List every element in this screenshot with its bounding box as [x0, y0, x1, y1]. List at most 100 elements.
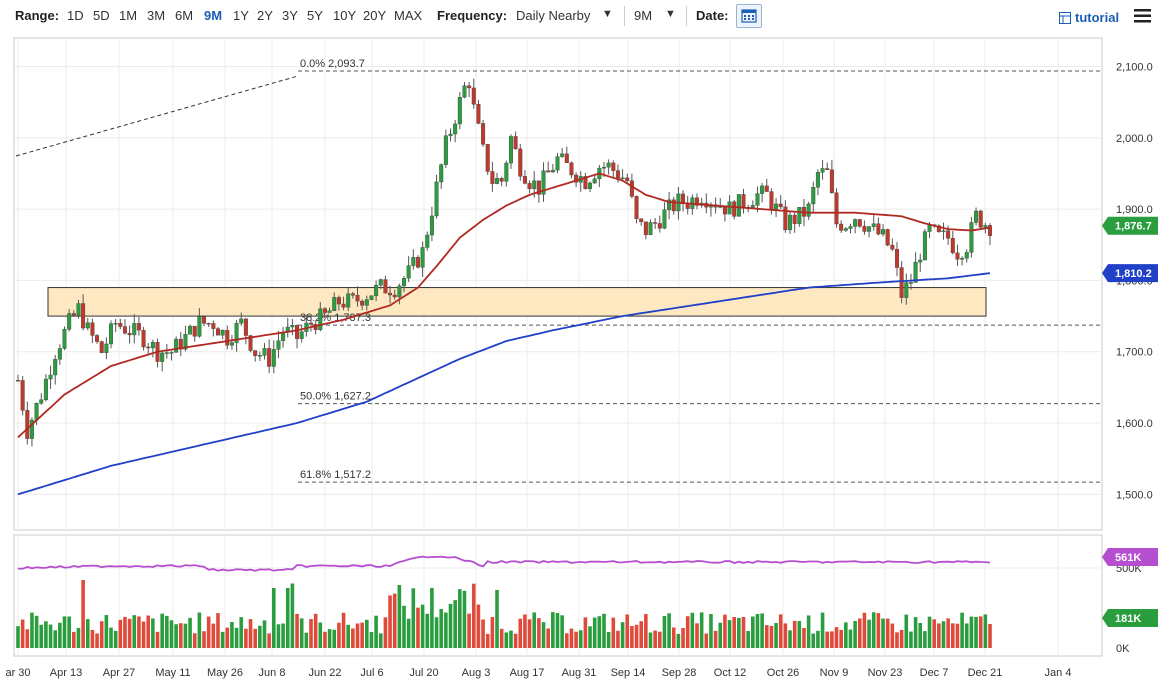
- menu-icon[interactable]: [1134, 8, 1152, 24]
- candle: [378, 279, 383, 286]
- range-button-6m[interactable]: 6M: [175, 8, 194, 23]
- volume-bar: [132, 615, 137, 648]
- volume-bar: [211, 623, 216, 648]
- candle: [453, 123, 458, 135]
- volume-bar: [876, 613, 881, 648]
- candle: [169, 352, 174, 354]
- candle: [606, 162, 611, 168]
- chevron-down-icon[interactable]: ▼: [602, 8, 613, 20]
- volume-bar: [397, 585, 402, 648]
- range-button-10y[interactable]: 10Y: [333, 8, 357, 23]
- x-tick-label: Jul 6: [360, 667, 383, 679]
- candle: [234, 323, 239, 343]
- volume-bar: [183, 623, 188, 648]
- candle: [890, 244, 895, 250]
- volume-bar: [76, 627, 81, 648]
- volume-bar: [825, 631, 830, 648]
- range-button-5d[interactable]: 5D: [93, 8, 110, 23]
- candle: [425, 234, 430, 248]
- volume-bar: [848, 629, 853, 648]
- price-tick-label: 1,700.0: [1116, 347, 1153, 359]
- volume-bar: [913, 617, 918, 648]
- candle: [974, 210, 979, 223]
- volume-bar: [685, 616, 690, 648]
- volume-bar: [718, 622, 723, 648]
- range-button-1d[interactable]: 1D: [67, 8, 84, 23]
- range-button-9m[interactable]: 9M: [204, 8, 223, 23]
- tutorial-icon[interactable]: [1059, 12, 1071, 24]
- candle: [592, 178, 597, 184]
- candle: [894, 248, 899, 268]
- volume-bar: [90, 629, 95, 648]
- volume-bar: [606, 631, 611, 648]
- candle: [215, 328, 220, 336]
- range-button-1m[interactable]: 1M: [119, 8, 138, 23]
- candle: [206, 323, 211, 325]
- candle: [639, 218, 644, 223]
- toolbar-divider: [686, 6, 687, 26]
- volume-bar: [206, 616, 211, 648]
- volume-bar: [304, 632, 309, 648]
- volume-bar: [62, 616, 67, 648]
- candle: [988, 225, 993, 236]
- volume-bar: [616, 630, 620, 648]
- x-tick-label: Dec 7: [920, 667, 949, 679]
- range-button-2y[interactable]: 2Y: [257, 8, 273, 23]
- frequency-select[interactable]: Daily Nearby: [516, 8, 591, 23]
- volume-bar: [351, 628, 355, 648]
- volume-bar: [723, 614, 727, 648]
- volume-bar: [81, 579, 85, 648]
- candle: [271, 349, 276, 367]
- candle: [625, 177, 630, 181]
- volume-bar: [346, 624, 351, 648]
- chevron-down-icon[interactable]: ▼: [665, 8, 676, 20]
- volume-bar: [699, 612, 704, 648]
- candle: [811, 187, 816, 205]
- volume-tag-text: 181K: [1115, 613, 1141, 625]
- candle: [653, 222, 658, 224]
- candle: [448, 133, 453, 136]
- candle: [913, 261, 918, 283]
- tutorial-link[interactable]: tutorial: [1075, 10, 1120, 25]
- volume-bar: [295, 613, 299, 648]
- range-button-3y[interactable]: 3Y: [282, 8, 298, 23]
- volume-bar: [313, 613, 318, 648]
- range-button-5y[interactable]: 5Y: [307, 8, 323, 23]
- volume-bar: [25, 629, 30, 648]
- volume-bar: [788, 630, 792, 648]
- x-tick-label: Apr 27: [103, 667, 135, 679]
- candle: [695, 197, 700, 206]
- x-tick-label: Sep 14: [611, 667, 646, 679]
- volume-bar: [113, 630, 118, 648]
- range-button-3m[interactable]: 3M: [147, 8, 166, 23]
- candle: [536, 180, 541, 195]
- candle: [374, 284, 379, 296]
- volume-bar: [299, 618, 304, 648]
- candle: [732, 201, 737, 217]
- range-button-max[interactable]: MAX: [394, 8, 423, 23]
- candle: [620, 177, 625, 180]
- candle: [541, 170, 546, 195]
- range-button-20y[interactable]: 20Y: [363, 8, 387, 23]
- candle: [141, 329, 146, 348]
- candle: [113, 323, 118, 325]
- moving-average-line: [17, 172, 991, 438]
- volume-bar: [830, 631, 834, 648]
- candle: [629, 180, 634, 197]
- period-select[interactable]: 9M: [634, 8, 653, 23]
- calendar-button[interactable]: [736, 4, 762, 28]
- candle: [532, 180, 537, 190]
- volume-bar: [355, 623, 360, 648]
- volume-bar: [462, 590, 467, 648]
- candle: [150, 342, 155, 349]
- volume-bar: [118, 619, 123, 648]
- volume-bar: [797, 621, 802, 648]
- volume-bar: [258, 625, 262, 648]
- price-tick-label: 1,900.0: [1116, 204, 1153, 216]
- candle: [67, 313, 72, 330]
- range-button-1y[interactable]: 1Y: [233, 8, 249, 23]
- volume-bar: [751, 616, 755, 648]
- x-tick-label: Nov 9: [820, 667, 849, 679]
- volume-bar: [667, 613, 671, 648]
